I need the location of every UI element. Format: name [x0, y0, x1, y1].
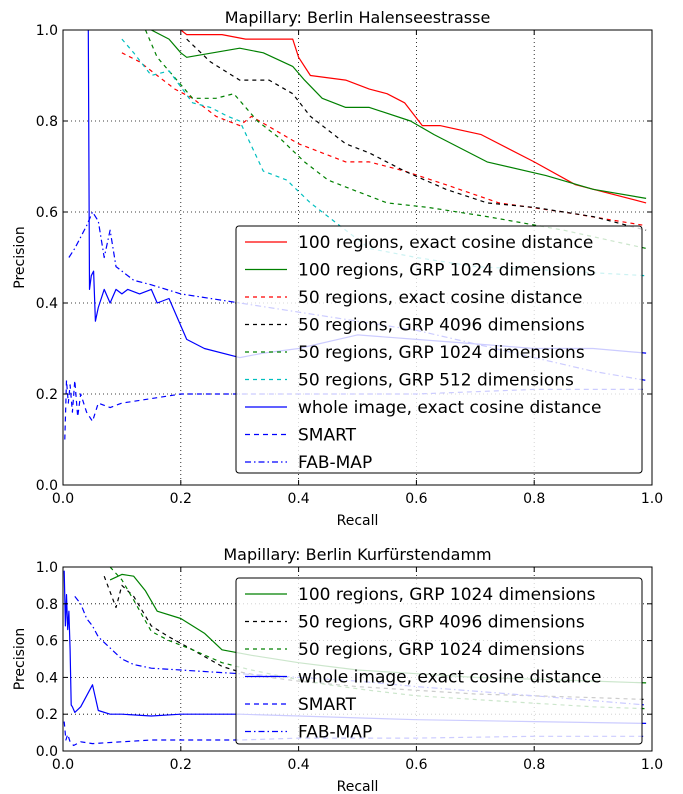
y-tick-label: 1.0	[36, 560, 58, 576]
x-tick-label: 0.8	[523, 757, 545, 773]
x-tick-label: 1.0	[641, 757, 663, 773]
legend-entry: 50 regions, GRP 4096 dimensions	[298, 316, 585, 336]
series-line-5	[144, 30, 647, 249]
legend-entry: 50 regions, GRP 1024 dimensions	[298, 640, 585, 660]
legend-entry: FAB-MAP	[298, 723, 372, 743]
legend-entry: 50 regions, GRP 512 dimensions	[298, 371, 574, 391]
x-tick-label: 0.6	[405, 491, 427, 507]
chart-panel-1: 0.0 0.2 0.4 0.6 0.8 1.0 0.0 0.2 0.4 0.6 0.8 1.0 Mapi…	[12, 8, 663, 529]
y-tick-label: 0.6	[36, 634, 58, 650]
x-tick-label: 1.0	[641, 491, 663, 507]
y-tick-label: 0.0	[36, 744, 58, 760]
y-tick-label: 0.8	[36, 114, 58, 130]
series-line-2	[151, 30, 647, 199]
y-tick-label: 0.8	[36, 597, 58, 613]
y-tick-label: 1.0	[36, 23, 58, 39]
y-axis-label: Precision	[12, 226, 28, 288]
legend-entry: 100 regions, GRP 1024 dimensions	[298, 261, 596, 281]
x-tick-label: 0.2	[170, 757, 192, 773]
legend-entry: 50 regions, GRP 1024 dimensions	[298, 343, 585, 363]
axes-frame	[62, 29, 653, 486]
legend-entry: 50 regions, exact cosine distance	[298, 288, 583, 308]
y-tick-label: 0.4	[36, 296, 58, 312]
series-line-1	[180, 30, 647, 204]
series-line-8	[64, 379, 647, 440]
series-line-3	[121, 52, 647, 227]
chart-title: Mapillary: Berlin Kurfürstendamm	[223, 545, 491, 564]
x-tick-label: 0.0	[52, 757, 74, 773]
y-axis-label: Precision	[12, 628, 28, 690]
legend-entry: SMART	[298, 426, 357, 446]
y-tick-label: 0.2	[36, 387, 58, 403]
axes-frame	[62, 566, 653, 752]
y-tick-label: 0.4	[36, 670, 58, 686]
legend-entry: 50 regions, GRP 4096 dimensions	[298, 613, 585, 633]
legend-box	[235, 577, 643, 745]
x-tick-label: 0.4	[287, 757, 309, 773]
legend-entry: whole image, exact cosine distance	[298, 668, 601, 688]
x-tick-label: 0.0	[52, 491, 74, 507]
legend-entry: SMART	[298, 695, 357, 715]
y-tick-label: 0.6	[36, 205, 58, 221]
x-tick-label: 0.6	[405, 757, 427, 773]
x-axis-label: Recall	[337, 779, 379, 794]
legend-box	[235, 225, 643, 474]
legend-entry: 100 regions, exact cosine distance	[298, 233, 593, 253]
legend: 100 regions, exact cosine distance 100 re…	[235, 225, 643, 474]
legend-entry: FAB-MAP	[298, 453, 372, 473]
chart-panel-2: 0.0 0.2 0.4 0.6 0.8 1.0 0.0 0.2 0.4 0.6 0.8 1.0 Mapi…	[12, 545, 663, 794]
series-line-4	[186, 38, 647, 231]
chart-title: Mapillary: Berlin Halenseestrasse	[225, 8, 491, 27]
y-tick-label: 0.2	[36, 707, 58, 723]
x-axis-label: Recall	[337, 513, 379, 529]
legend-entry: 100 regions, GRP 1024 dimensions	[298, 585, 596, 605]
series-line-6	[74, 596, 647, 706]
x-tick-label: 0.4	[287, 491, 309, 507]
y-tick-label: 0.0	[36, 478, 58, 494]
legend-entry: whole image, exact cosine distance	[298, 398, 601, 418]
legend: 100 regions, GRP 1024 dimensions 50 regio…	[235, 577, 643, 745]
x-tick-label: 0.8	[523, 491, 545, 507]
x-tick-label: 0.2	[170, 491, 192, 507]
